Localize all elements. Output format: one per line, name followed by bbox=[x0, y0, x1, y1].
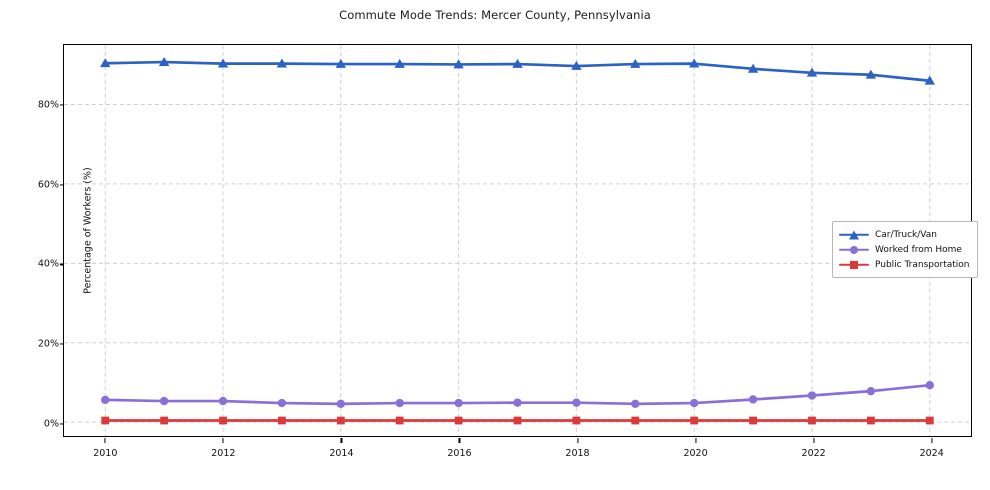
x-tick-mark bbox=[340, 438, 342, 443]
legend-label: Car/Truck/Van bbox=[875, 229, 937, 240]
y-tick-label: 40% bbox=[37, 258, 59, 270]
chart-legend: Car/Truck/Van Worked from Home Public Tran… bbox=[832, 221, 979, 278]
plot-area: 0% 20% 40% 60% 80% 2010 2012 2014 2016 2018 2020 2… bbox=[38, 44, 972, 459]
legend-square-icon bbox=[839, 259, 869, 271]
y-tick-mark bbox=[59, 263, 64, 265]
y-tick-mark bbox=[59, 104, 64, 106]
x-tick-mark bbox=[458, 438, 461, 443]
x-tick-mark bbox=[222, 438, 224, 443]
legend-circle-icon bbox=[839, 244, 869, 256]
y-tick-label: 20% bbox=[37, 338, 59, 350]
y-tick-mark bbox=[59, 423, 64, 425]
chart-title: Commute Mode Trends: Mercer County, Penn… bbox=[339, 8, 651, 22]
x-tick-label: 2012 bbox=[211, 448, 236, 459]
y-tick-mark bbox=[59, 184, 64, 186]
legend-item-1[interactable]: Car/Truck/Van bbox=[839, 227, 969, 242]
x-tick-mark bbox=[695, 438, 697, 443]
y-tick-mark bbox=[59, 343, 64, 345]
x-tick-mark bbox=[813, 438, 815, 443]
series-1 bbox=[100, 56, 935, 85]
x-tick-label: 2014 bbox=[329, 448, 354, 459]
x-tick-label: 2018 bbox=[565, 448, 590, 459]
x-tick-label: 2024 bbox=[919, 448, 944, 459]
series-lines bbox=[100, 56, 935, 425]
x-tick-mark bbox=[576, 438, 579, 443]
y-tick-label: 0% bbox=[43, 418, 59, 430]
x-tick-mark bbox=[931, 438, 933, 443]
x-axis-ticks: 2010 2012 2014 2016 2018 2020 2022 2024 bbox=[64, 438, 973, 478]
legend-label: Worked from Home bbox=[875, 244, 962, 255]
legend-label: Public Transportation bbox=[875, 259, 970, 270]
x-tick-label: 2022 bbox=[801, 448, 826, 459]
y-axis-label: Percentage of Workers (%) bbox=[82, 167, 94, 294]
y-tick-label: 60% bbox=[37, 179, 59, 191]
legend-triangle-icon bbox=[839, 229, 869, 241]
legend-item-2[interactable]: Worked from Home bbox=[839, 242, 969, 257]
y-tick-label: 80% bbox=[37, 99, 59, 111]
legend-item-3[interactable]: Public Transportation bbox=[839, 257, 969, 272]
series-3 bbox=[101, 416, 934, 425]
x-tick-label: 2020 bbox=[683, 448, 708, 459]
y-axis-ticks: 0% 20% 40% 60% 80% bbox=[1, 45, 64, 438]
x-tick-label: 2016 bbox=[447, 448, 472, 459]
x-tick-mark bbox=[104, 438, 106, 443]
x-tick-label: 2010 bbox=[93, 448, 118, 459]
series-2 bbox=[101, 381, 934, 409]
